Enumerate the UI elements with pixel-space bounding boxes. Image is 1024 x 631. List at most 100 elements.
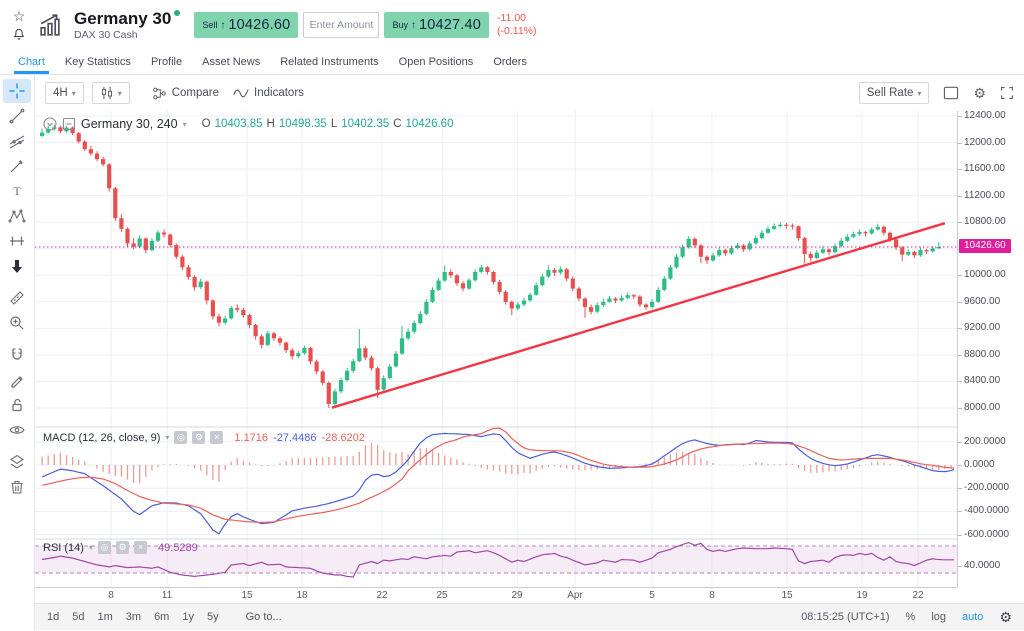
amount-input[interactable] — [303, 12, 380, 38]
arrow-marker-tool[interactable] — [3, 254, 31, 278]
collapse-circle-icon[interactable] — [43, 117, 57, 131]
rate-type-selector[interactable]: Sell Rate ▾ — [858, 82, 930, 104]
star-icon[interactable]: ☆ — [12, 8, 26, 24]
rsi-axis-label: 40.0000 — [964, 560, 1001, 571]
percent-scale-toggle[interactable]: % — [905, 611, 916, 623]
chevron-down-icon: ▾ — [71, 88, 76, 98]
indicator-settings-icon[interactable]: ⚙ — [192, 431, 206, 444]
fib-retracement-tool[interactable] — [3, 129, 31, 153]
macd-signal-value: -28.6202 — [321, 431, 365, 444]
xabcd-pattern-tool[interactable] — [3, 204, 31, 228]
instrument-logo-icon — [34, 8, 68, 42]
price-axis-label: 11200.00 — [964, 190, 1005, 201]
compare-button[interactable]: Compare — [152, 86, 219, 101]
rsi-value: 49.5289 — [157, 541, 198, 554]
sell-button[interactable]: Sell ↑ 10426.60 — [194, 12, 299, 38]
zoom-in-tool[interactable] — [3, 311, 31, 335]
range-3m[interactable]: 3m — [125, 611, 142, 623]
trend-line-tool[interactable] — [3, 104, 31, 128]
chart-area[interactable]: 12400.00 12000.00 11600.00 11200.00 10800.00… — [35, 110, 1024, 603]
snapshot-icon[interactable] — [943, 86, 959, 100]
remove-drawings-trash-tool[interactable] — [3, 475, 31, 499]
price-axis-label: 8800.00 — [964, 349, 1001, 360]
date-axis-label: 8 — [709, 590, 715, 601]
chart-type-selector[interactable]: ▾ — [91, 82, 130, 104]
crosshair-tool[interactable] — [3, 79, 31, 103]
goto-button[interactable]: Go to... — [245, 611, 282, 623]
object-tree-tool[interactable] — [3, 450, 31, 474]
interval-selector[interactable]: 4H ▾ — [45, 82, 84, 104]
lock-tool[interactable] — [3, 393, 31, 417]
range-5y[interactable]: 5y — [206, 611, 219, 623]
range-1d[interactable]: 1d — [47, 611, 60, 623]
compare-icon — [152, 87, 166, 99]
date-axis-label: 8 — [108, 590, 114, 601]
chevron-down-icon: ▾ — [917, 88, 922, 98]
visibility-icon[interactable]: ◎ — [97, 541, 111, 554]
buy-button[interactable]: Buy ↑ 10427.40 — [384, 12, 490, 38]
brush-tool[interactable] — [3, 154, 31, 178]
macd-axis-label: -200.0000 — [964, 482, 1010, 493]
indicators-button[interactable]: Indicators — [233, 87, 304, 99]
price-change: -11.00 (-0.11%) — [497, 12, 537, 37]
range-buttons: 1d 5d 1m 3m 6m 1y 5y — [47, 611, 232, 623]
price-axis[interactable]: 12400.00 12000.00 11600.00 11200.00 10800.00… — [957, 110, 1024, 587]
settings-gear-icon[interactable]: ⚙ — [973, 84, 986, 101]
indicator-settings-icon[interactable]: ⚙ — [115, 541, 129, 554]
tab-asset-news[interactable]: Asset News — [202, 56, 261, 68]
ohlc-values: O 10403.85 H 10498.35 L 10402.35 C 10426.60 — [201, 118, 454, 130]
range-1y[interactable]: 1y — [182, 611, 194, 623]
range-5d[interactable]: 5d — [72, 611, 85, 623]
symbol-legend[interactable]: Germany 30, 240 — [81, 117, 178, 131]
range-1m[interactable]: 1m — [97, 611, 113, 623]
date-axis-label: 25 — [436, 590, 448, 601]
text-tool[interactable]: T — [3, 179, 31, 203]
macd-axis-label: -400.0000 — [964, 505, 1010, 516]
projection-tool[interactable] — [3, 229, 31, 253]
rsi-pane-legend: RSI (14) ▾ ◎ ⚙ × 49.5289 — [43, 541, 198, 554]
measure-tool[interactable] — [3, 286, 31, 310]
price-chart-canvas[interactable] — [35, 111, 957, 587]
instrument-subtitle: DAX 30 Cash — [74, 29, 138, 41]
macd-line-value: -27.4486 — [273, 431, 317, 444]
rsi-legend-title[interactable]: RSI (14) — [43, 541, 84, 554]
bell-icon[interactable] — [12, 27, 26, 41]
macd-axis-label: -600.0000 — [964, 529, 1010, 540]
macd-hist-value: 1.1716 — [234, 431, 269, 444]
settings-gear-icon[interactable]: ⚙ — [999, 608, 1012, 625]
auto-scale-toggle[interactable]: auto — [962, 611, 984, 623]
macd-axis-label: 200.0000 — [964, 436, 1006, 447]
clock-label[interactable]: 08:15:25 (UTC+1) — [801, 611, 890, 623]
date-axis[interactable]: 8 11 15 18 22 25 29 Apr 5 8 15 19 22 — [35, 587, 957, 603]
date-axis-label: Apr — [567, 590, 583, 601]
remove-indicator-icon[interactable]: × — [133, 541, 147, 554]
fullscreen-icon[interactable] — [1000, 86, 1014, 100]
visibility-icon[interactable]: ◎ — [174, 431, 188, 444]
candlestick-icon — [101, 86, 112, 100]
up-arrow-icon: ↑ — [410, 19, 416, 31]
drawing-mode-tool[interactable] — [3, 368, 31, 392]
macd-axis-label: 0.0000 — [964, 459, 995, 470]
instrument-header: ☆ Germany 30 DAX 30 Cash Sell ↑ 10426.60… — [0, 0, 1024, 50]
tab-profile[interactable]: Profile — [150, 56, 183, 68]
minimize-square-icon[interactable] — [62, 117, 76, 131]
log-scale-toggle[interactable]: log — [931, 611, 947, 623]
price-axis-label: 8000.00 — [964, 402, 1001, 413]
hide-drawings-eye-tool[interactable] — [3, 418, 31, 442]
tab-open-positions[interactable]: Open Positions — [398, 56, 474, 68]
favorite-column: ☆ — [8, 9, 30, 41]
price-axis-label: 12000.00 — [964, 137, 1006, 148]
range-6m[interactable]: 6m — [154, 611, 170, 623]
macd-legend-title[interactable]: MACD (12, 26, close, 9) — [43, 431, 161, 444]
magnet-tool[interactable] — [3, 343, 31, 367]
tab-chart[interactable]: Chart — [8, 50, 55, 74]
price-axis-label: 10800.00 — [964, 216, 1006, 227]
remove-indicator-icon[interactable]: × — [210, 431, 224, 444]
up-arrow-icon: ↑ — [220, 19, 226, 31]
tab-key-statistics[interactable]: Key Statistics — [64, 56, 131, 68]
tab-related-instruments[interactable]: Related Instruments — [280, 56, 379, 68]
date-axis-label: 22 — [912, 590, 924, 601]
tab-orders[interactable]: Orders — [493, 56, 527, 68]
